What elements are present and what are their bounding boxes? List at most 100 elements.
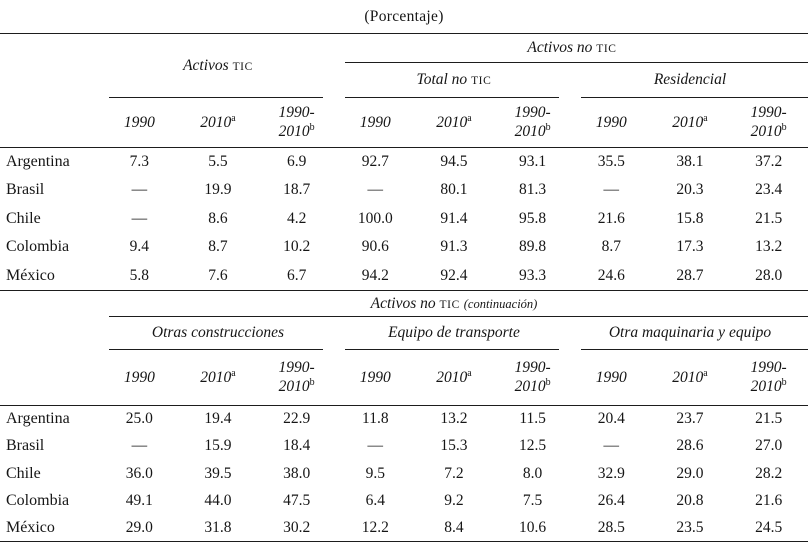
data-cell: 15.8 [676, 209, 704, 227]
footnote-sup-b: b [781, 122, 787, 134]
data-cell: 7.3 [129, 153, 150, 170]
col-header-1990-2010b: 1990- 2010b [257, 349, 336, 406]
row-label: Brasil [6, 181, 45, 199]
row-label: Argentina [6, 410, 70, 428]
subgroup-label: Residencial [653, 71, 727, 88]
footnote-sup-b: b [309, 122, 315, 134]
data-cell: 20.3 [676, 181, 704, 199]
group-label-sc: TIC [232, 60, 253, 73]
data-cell: 26.4 [597, 492, 625, 510]
table-row-argentina: Argentina 7.3 5.5 6.9 92.7 94.5 93.1 35.… [0, 148, 808, 177]
subgroup-header-otras-construcciones: Otras construcciones [100, 317, 336, 350]
row-label: Brasil [6, 437, 45, 455]
data-cell: 15.3 [440, 437, 468, 455]
data-cell: — [367, 181, 384, 199]
data-cell: 28.5 [571, 514, 651, 543]
col-header-1990: 1990 [571, 97, 651, 148]
data-cell: 80.1 [440, 181, 468, 199]
data-cell: — [131, 181, 148, 199]
data-cell: 100.0 [357, 209, 393, 227]
data-cell: 28.7 [650, 261, 730, 291]
group-label: Activos no [527, 39, 593, 57]
data-cell: 8.7 [208, 238, 228, 256]
row-label: México [0, 514, 100, 543]
data-cell: 6.9 [286, 153, 307, 170]
row-label: Colombia [6, 238, 70, 256]
data-cell: 11.5 [519, 410, 546, 428]
data-cell: 9.2 [444, 492, 464, 510]
data-cell: 93.3 [493, 261, 572, 291]
subgroup-header-total-no-tic: Total no TIC [336, 63, 572, 98]
data-cell: 12.2 [335, 514, 415, 543]
data-cell: 22.9 [283, 410, 311, 428]
col-header-1990-2010b: 1990- 2010b [729, 349, 808, 406]
data-cell: 81.3 [519, 181, 547, 199]
data-cell: 19.4 [204, 410, 232, 428]
table-row-mexico: México 29.0 31.8 30.2 12.2 8.4 10.6 28.5… [0, 514, 808, 543]
data-cell: 29.0 [100, 514, 179, 543]
table-title: (Porcentaje) [364, 8, 444, 25]
data-cell: 5.8 [100, 261, 179, 291]
data-cell: 8.7 [601, 238, 621, 256]
subgroup-label: Otras construcciones [151, 324, 285, 341]
data-cell: 19.9 [204, 181, 232, 199]
table-row-chile: Chile — 8.6 4.2 100.0 91.4 95.8 21.6 15.… [0, 205, 808, 234]
data-cell: 27.0 [755, 437, 783, 455]
col-header-2010a: 2010a [414, 349, 494, 406]
group-label: Activos no [370, 294, 436, 312]
row-label: Argentina [6, 153, 70, 170]
data-cell: 21.6 [597, 209, 625, 227]
group-label-continuacion: (continuación) [463, 296, 538, 311]
group-header-activos-tic: Activos TIC [100, 34, 336, 98]
footnote-sup-a: a [467, 112, 472, 124]
data-cell: 10.6 [493, 514, 572, 543]
data-cell: 8.0 [522, 464, 543, 482]
data-cell: 10.2 [283, 238, 311, 256]
footnote-sup-a: a [231, 112, 236, 124]
col-header-2010a: 2010a [650, 349, 730, 406]
data-cell: 20.4 [597, 410, 625, 428]
group-label-sc: TIC [596, 43, 617, 56]
data-cell: 21.5 [755, 410, 783, 428]
row-label: Colombia [6, 492, 70, 510]
table-activos-no-tic-continuacion: Activos no TIC (continuación) Otras cons… [0, 290, 808, 543]
data-cell: 24.5 [729, 514, 808, 543]
data-cell: 12.5 [519, 437, 547, 455]
col-header-1990-2010b: 1990- 2010b [729, 97, 808, 148]
col-header-1990-2010b: 1990- 2010b [493, 97, 572, 148]
data-cell: 23.7 [676, 410, 704, 428]
data-cell: 95.8 [519, 209, 547, 227]
group-label-sc: TIC [439, 298, 460, 311]
col-header-1990: 1990 [335, 349, 415, 406]
data-cell: 90.6 [361, 238, 389, 256]
table-row-argentina: Argentina 25.0 19.4 22.9 11.8 13.2 11.5 … [0, 406, 808, 433]
data-cell: — [603, 181, 620, 199]
header-row-group: Activos no TIC (continuación) [0, 290, 808, 406]
data-cell: 44.0 [204, 492, 232, 510]
footnote-sup-a: a [467, 367, 472, 379]
data-cell: 23.5 [650, 514, 730, 543]
data-cell: 6.4 [365, 492, 385, 510]
row-label: Chile [6, 209, 41, 227]
col-header-1990: 1990 [100, 349, 179, 406]
subgroup-header-equipo-de-transporte: Equipo de transporte [336, 317, 572, 350]
data-cell: 94.2 [335, 261, 415, 291]
col-header-2010a: 2010a [178, 97, 258, 148]
table-row-mexico: México 5.8 7.6 6.7 94.2 92.4 93.3 24.6 2… [0, 261, 808, 291]
data-cell: 24.6 [571, 261, 651, 291]
header-row-subgroups: Total no TIC Residencial [0, 63, 808, 98]
data-cell: — [603, 437, 620, 455]
data-cell: 8.6 [208, 209, 228, 227]
table-row-chile: Chile 36.0 39.5 38.0 9.5 7.2 8.0 32.9 29… [0, 460, 808, 487]
data-cell: 30.2 [257, 514, 336, 543]
header-row-subgroups: Otras construcciones Equipo de transport… [0, 317, 808, 350]
table-row-brasil: Brasil — 15.9 18.4 — 15.3 12.5 — 28.6 27… [0, 433, 808, 460]
footnote-sup-b: b [309, 377, 315, 389]
group-header-activos-no-tic: Activos no TIC [336, 34, 808, 63]
col-header-1990-2010b: 1990- 2010b [493, 349, 572, 406]
subgroup-label: Total no [416, 71, 468, 88]
footnote-sup-a: a [703, 112, 708, 124]
data-cell: 5.5 [208, 153, 228, 170]
data-cell: 47.5 [283, 492, 311, 510]
data-cell: 31.8 [178, 514, 258, 543]
